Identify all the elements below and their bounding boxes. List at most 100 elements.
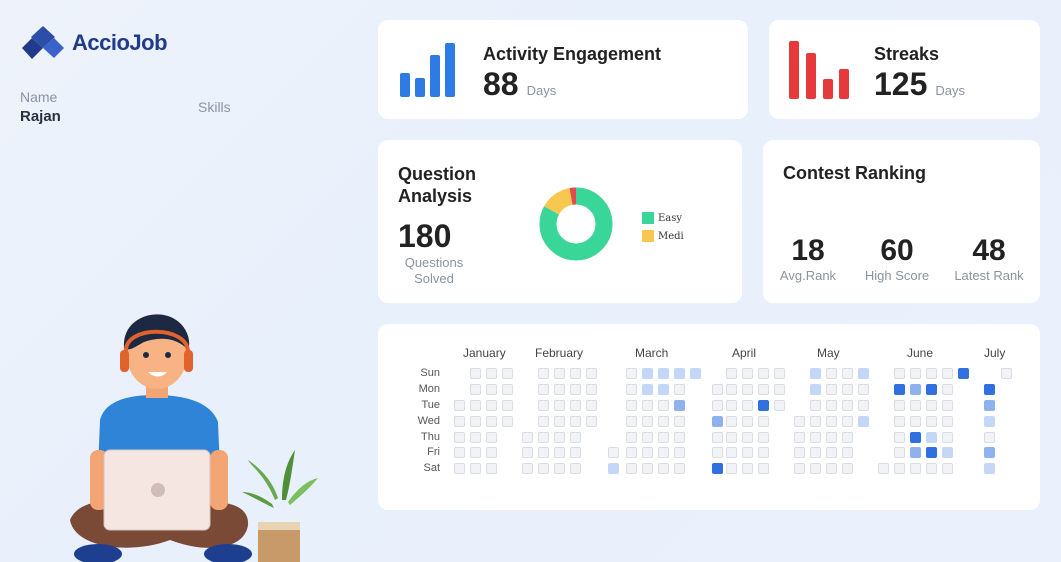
heatmap-cell[interactable]: [454, 447, 465, 458]
heatmap-cell[interactable]: [522, 432, 533, 443]
heatmap-cell[interactable]: [570, 463, 581, 474]
heatmap-cell[interactable]: [538, 463, 549, 474]
heatmap-cell[interactable]: [894, 384, 905, 395]
heatmap-cell[interactable]: [742, 447, 753, 458]
heatmap-cell[interactable]: [842, 400, 853, 411]
heatmap-cell[interactable]: [758, 416, 769, 427]
heatmap-cell[interactable]: [554, 463, 565, 474]
heatmap-cell[interactable]: [522, 463, 533, 474]
heatmap-cell[interactable]: [502, 368, 513, 379]
heatmap-cell[interactable]: [570, 400, 581, 411]
heatmap-cell[interactable]: [486, 416, 497, 427]
heatmap-cell[interactable]: [810, 416, 821, 427]
heatmap-cell[interactable]: [626, 432, 637, 443]
heatmap-cell[interactable]: [502, 416, 513, 427]
heatmap-cell[interactable]: [984, 400, 995, 411]
heatmap-cell[interactable]: [926, 400, 937, 411]
heatmap-cell[interactable]: [826, 463, 837, 474]
heatmap-cell[interactable]: [758, 368, 769, 379]
heatmap-cell[interactable]: [742, 368, 753, 379]
heatmap-cell[interactable]: [554, 368, 565, 379]
heatmap-cell[interactable]: [758, 400, 769, 411]
heatmap-cell[interactable]: [470, 400, 481, 411]
heatmap-cell[interactable]: [690, 368, 701, 379]
heatmap-cell[interactable]: [926, 447, 937, 458]
heatmap-cell[interactable]: [674, 384, 685, 395]
heatmap-cell[interactable]: [470, 432, 481, 443]
heatmap-cell[interactable]: [674, 416, 685, 427]
heatmap-cell[interactable]: [984, 432, 995, 443]
heatmap-cell[interactable]: [910, 400, 921, 411]
heatmap-cell[interactable]: [538, 368, 549, 379]
heatmap-cell[interactable]: [894, 432, 905, 443]
heatmap-cell[interactable]: [894, 463, 905, 474]
heatmap-cell[interactable]: [674, 447, 685, 458]
heatmap-cell[interactable]: [742, 384, 753, 395]
heatmap-cell[interactable]: [712, 400, 723, 411]
heatmap-cell[interactable]: [894, 368, 905, 379]
heatmap-cell[interactable]: [454, 432, 465, 443]
heatmap-cell[interactable]: [554, 416, 565, 427]
heatmap-cell[interactable]: [942, 416, 953, 427]
heatmap-cell[interactable]: [570, 368, 581, 379]
heatmap-cell[interactable]: [570, 416, 581, 427]
heatmap-cell[interactable]: [794, 416, 805, 427]
heatmap-cell[interactable]: [454, 416, 465, 427]
heatmap-cell[interactable]: [642, 463, 653, 474]
heatmap-cell[interactable]: [826, 400, 837, 411]
heatmap-cell[interactable]: [470, 384, 481, 395]
heatmap-cell[interactable]: [454, 400, 465, 411]
heatmap-cell[interactable]: [958, 368, 969, 379]
heatmap-cell[interactable]: [726, 384, 737, 395]
heatmap-cell[interactable]: [570, 384, 581, 395]
heatmap-cell[interactable]: [984, 416, 995, 427]
heatmap-cell[interactable]: [758, 384, 769, 395]
heatmap-cell[interactable]: [842, 432, 853, 443]
heatmap-cell[interactable]: [842, 368, 853, 379]
heatmap-cell[interactable]: [570, 432, 581, 443]
heatmap-cell[interactable]: [910, 416, 921, 427]
heatmap-cell[interactable]: [554, 400, 565, 411]
heatmap-cell[interactable]: [642, 384, 653, 395]
heatmap-cell[interactable]: [626, 447, 637, 458]
heatmap-cell[interactable]: [642, 368, 653, 379]
heatmap-cell[interactable]: [1001, 368, 1012, 379]
heatmap-cell[interactable]: [726, 368, 737, 379]
heatmap-cell[interactable]: [538, 432, 549, 443]
heatmap-cell[interactable]: [586, 368, 597, 379]
heatmap-cell[interactable]: [910, 463, 921, 474]
heatmap-cell[interactable]: [658, 400, 669, 411]
heatmap-cell[interactable]: [942, 463, 953, 474]
heatmap-cell[interactable]: [658, 463, 669, 474]
heatmap-cell[interactable]: [910, 447, 921, 458]
heatmap-cell[interactable]: [674, 432, 685, 443]
heatmap-cell[interactable]: [470, 463, 481, 474]
heatmap-cell[interactable]: [826, 368, 837, 379]
heatmap-cell[interactable]: [858, 368, 869, 379]
heatmap-cell[interactable]: [810, 432, 821, 443]
heatmap-cell[interactable]: [774, 368, 785, 379]
heatmap-cell[interactable]: [642, 447, 653, 458]
heatmap-cell[interactable]: [774, 384, 785, 395]
heatmap-cell[interactable]: [942, 368, 953, 379]
heatmap-cell[interactable]: [842, 384, 853, 395]
heatmap-cell[interactable]: [794, 447, 805, 458]
heatmap-cell[interactable]: [712, 463, 723, 474]
heatmap-cell[interactable]: [554, 447, 565, 458]
heatmap-cell[interactable]: [470, 416, 481, 427]
heatmap-cell[interactable]: [858, 384, 869, 395]
heatmap-cell[interactable]: [742, 463, 753, 474]
heatmap-cell[interactable]: [608, 463, 619, 474]
heatmap-cell[interactable]: [910, 384, 921, 395]
heatmap-cell[interactable]: [626, 400, 637, 411]
heatmap-cell[interactable]: [774, 400, 785, 411]
heatmap-cell[interactable]: [712, 416, 723, 427]
heatmap-cell[interactable]: [712, 384, 723, 395]
heatmap-cell[interactable]: [826, 432, 837, 443]
heatmap-cell[interactable]: [486, 432, 497, 443]
heatmap-cell[interactable]: [522, 447, 533, 458]
heatmap-cell[interactable]: [726, 432, 737, 443]
heatmap-cell[interactable]: [984, 463, 995, 474]
heatmap-cell[interactable]: [626, 416, 637, 427]
heatmap-cell[interactable]: [942, 400, 953, 411]
